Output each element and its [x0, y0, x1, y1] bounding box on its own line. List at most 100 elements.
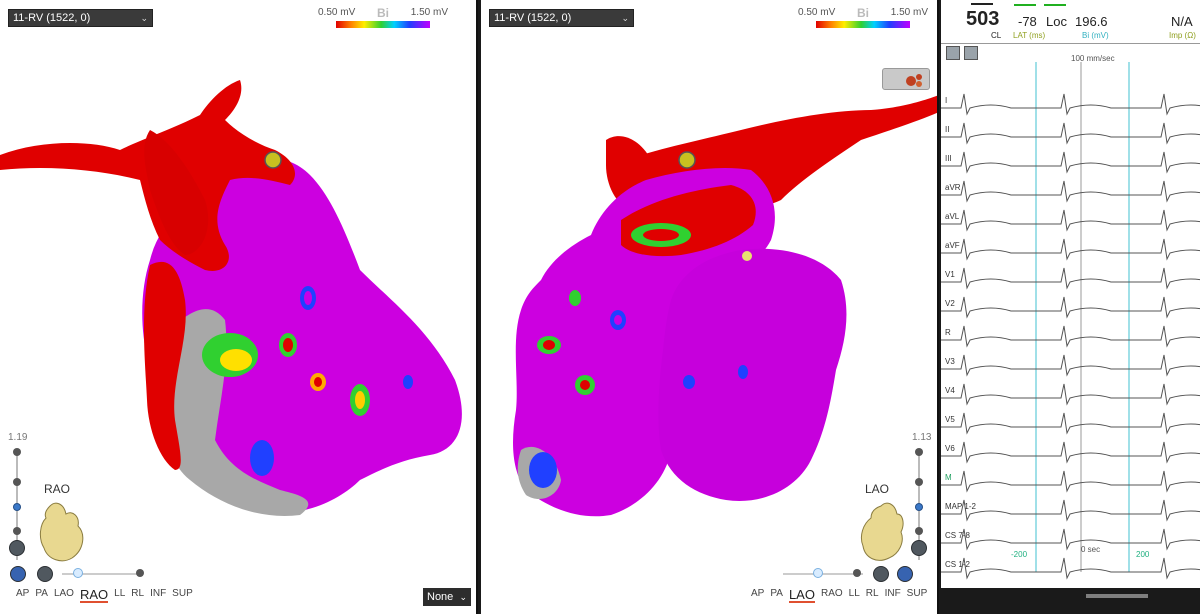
lead-label: V2 — [945, 299, 955, 308]
zoom-step-active[interactable] — [13, 503, 21, 511]
rotate-icon[interactable] — [897, 566, 913, 582]
catheter-tip-marker — [678, 151, 696, 169]
loc-label: Loc — [1046, 14, 1067, 29]
slider-end[interactable] — [136, 569, 144, 577]
ecg-trace-v4 — [941, 383, 1200, 406]
lead-label: aVL — [945, 212, 960, 221]
heart-orientation-icon[interactable] — [857, 500, 909, 564]
sweep-speed: 100 mm/sec — [1071, 54, 1115, 63]
ecg-trace-ii — [941, 122, 1200, 145]
map-select-value: 11-RV (1522, 0) — [13, 12, 91, 24]
ecg-trace-iii — [941, 151, 1200, 174]
view-ll[interactable]: LL — [114, 588, 126, 599]
view-sup[interactable]: SUP — [172, 588, 193, 599]
view-inf[interactable]: INF — [150, 588, 167, 599]
ecg-toolbar — [946, 46, 978, 60]
loc-indicator — [1044, 4, 1066, 6]
view-mode-icon[interactable] — [37, 566, 53, 582]
horizontal-slider[interactable] — [783, 573, 863, 575]
zoom-step[interactable] — [13, 478, 21, 486]
heart-orientation-icon[interactable] — [36, 500, 88, 564]
ecg-trace-cs-7-8 — [941, 528, 1200, 551]
orientation-label: RAO — [44, 482, 71, 496]
map-vessel-red-2 — [144, 130, 209, 255]
lead-label: V6 — [945, 444, 955, 453]
zoom-step[interactable] — [13, 527, 21, 535]
view-rl[interactable]: RL — [865, 588, 879, 599]
scrollbar-thumb[interactable] — [1086, 594, 1148, 598]
lead-label: I — [945, 96, 948, 105]
zoom-step-active[interactable] — [915, 503, 923, 511]
legend-max: 1.50 mV — [410, 7, 448, 18]
zoom-value: 1.19 — [8, 432, 28, 443]
view-pa[interactable]: PA — [770, 588, 783, 599]
ecg-trace-i — [941, 93, 1200, 116]
lat-label: LAT (ms) — [1013, 31, 1046, 40]
chevron-down-icon: ⌄ — [140, 12, 148, 23]
lead-label: II — [945, 125, 950, 134]
overlay-select-value: None — [427, 591, 454, 603]
legend-color-bar — [336, 21, 430, 28]
horizontal-slider[interactable] — [62, 573, 142, 575]
overlay-select[interactable]: None ⌄ — [423, 588, 471, 606]
lead-label: aVF — [945, 241, 960, 250]
catheter-tip-marker — [264, 151, 282, 169]
view-lao[interactable]: LAO — [53, 588, 74, 599]
zoom-value: 1.13 — [912, 432, 932, 443]
cycle-length-value: 503 — [966, 8, 1000, 30]
zoom-step[interactable] — [915, 478, 923, 486]
zoom-step[interactable] — [915, 448, 923, 456]
map-select-dropdown[interactable]: 11-RV (1522, 0) ⌄ — [489, 9, 634, 27]
view-inf[interactable]: INF — [884, 588, 901, 599]
lead-label: M — [945, 473, 952, 482]
lead-label: MAP 1-2 — [945, 502, 976, 511]
view-sup[interactable]: SUP — [906, 588, 928, 599]
reset-view-icon[interactable] — [911, 540, 927, 556]
ecg-signal-panel[interactable]: 503 CL -78 LAT (ms) Loc 196.6 Bi (mV) N/… — [941, 0, 1200, 614]
slider-end[interactable] — [853, 569, 861, 577]
cycle-length-label: CL — [991, 31, 1002, 40]
lead-label: V4 — [945, 386, 955, 395]
view-orientation-bar: AP PA LAO RAO LL RL INF SUP — [751, 588, 927, 603]
zoom-signal-icon[interactable] — [946, 46, 960, 60]
view-ap[interactable]: AP — [751, 588, 765, 599]
legend-min: 0.50 mV — [798, 7, 836, 18]
bipolar-voltage-label: Bi (mV) — [1082, 31, 1109, 40]
ablation-tool-button[interactable] — [882, 68, 930, 90]
map-select-dropdown[interactable]: 11-RV (1522, 0) ⌄ — [8, 9, 153, 27]
view-rao[interactable]: RAO — [820, 588, 843, 599]
view-mode-icon[interactable] — [873, 566, 889, 582]
ecg-scrollbar[interactable] — [941, 588, 1200, 614]
time-axis-center: 0 sec — [1081, 545, 1101, 554]
map-viewport-rao[interactable]: 11-RV (1522, 0) ⌄ 0.50 mV Bi 1.50 mV — [0, 0, 478, 614]
zoom-step[interactable] — [915, 527, 923, 535]
ecg-trace-v2 — [941, 296, 1200, 319]
lead-label: III — [945, 154, 952, 163]
lead-label: V3 — [945, 357, 955, 366]
ecg-trace-v5 — [941, 412, 1200, 435]
lead-label: V1 — [945, 270, 955, 279]
rv-voltage-map-lao[interactable] — [481, 0, 939, 614]
impedance-label: Imp (Ω) — [1169, 31, 1196, 40]
lat-indicator — [1014, 4, 1036, 6]
rotate-icon[interactable] — [10, 566, 26, 582]
view-lao[interactable]: LAO — [788, 587, 815, 603]
freeze-signal-icon[interactable] — [964, 46, 978, 60]
zoom-step[interactable] — [13, 448, 21, 456]
view-ll[interactable]: LL — [848, 588, 860, 599]
view-pa[interactable]: PA — [35, 588, 48, 599]
map-viewport-lao[interactable]: 11-RV (1522, 0) ⌄ 0.50 mV Bi 1.50 mV — [481, 0, 939, 614]
view-rl[interactable]: RL — [131, 588, 145, 599]
slider-knob[interactable] — [73, 568, 83, 578]
legend-color-bar — [816, 21, 910, 28]
ecg-traces — [941, 62, 1200, 580]
ecg-trace-v1 — [941, 267, 1200, 290]
slider-knob[interactable] — [813, 568, 823, 578]
view-rao[interactable]: RAO — [79, 587, 109, 603]
view-orientation-bar: AP PA LAO RAO LL RL INF SUP — [16, 588, 193, 603]
rv-voltage-map-rao[interactable] — [0, 0, 478, 614]
voltage-color-legend: 0.50 mV Bi 1.50 mV — [318, 6, 448, 32]
view-ap[interactable]: AP — [16, 588, 30, 599]
time-axis-left: -200 — [1011, 550, 1028, 559]
reset-view-icon[interactable] — [9, 540, 25, 556]
